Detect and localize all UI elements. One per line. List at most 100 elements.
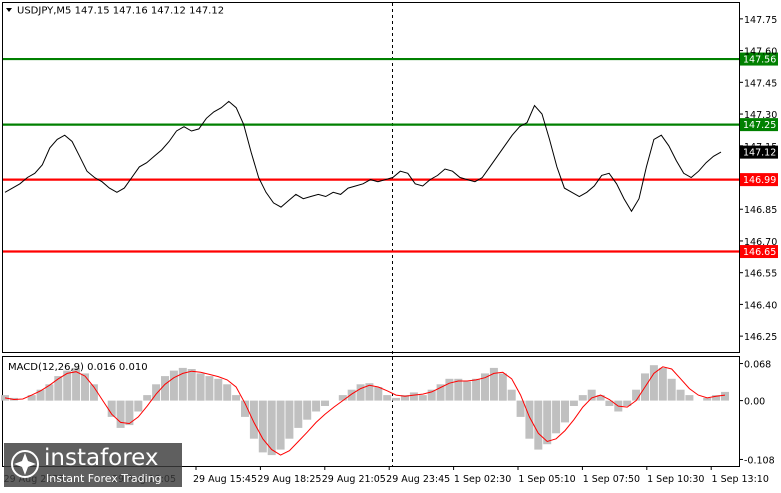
price-axis: 147.75147.60147.45147.30147.15146.85146.… [739, 15, 778, 343]
time-axis-label: 1 Sep 10:30 [647, 474, 704, 485]
macd-histogram-bar [152, 384, 161, 401]
macd-histogram-bar [401, 395, 409, 401]
macd-histogram-bar [81, 373, 89, 401]
symbol-menu-icon[interactable] [6, 8, 12, 12]
macd-histogram-bar [543, 400, 552, 445]
macd-histogram-bar [489, 367, 498, 401]
macd-histogram-bar [1, 395, 9, 401]
macd-histogram-bar [472, 378, 481, 401]
price-panel-frame [2, 2, 740, 353]
macd-histogram-bar [258, 400, 267, 453]
price-axis-tick-label: 146.70 [744, 237, 777, 248]
macd-histogram-bar [125, 400, 134, 426]
macd-histogram-bar [63, 370, 72, 401]
price-series [4, 100, 722, 213]
macd-histogram-bar [623, 400, 632, 406]
macd-histogram-bar [632, 389, 641, 401]
macd-histogram-bar [578, 395, 587, 401]
macd-histogram-bar [27, 395, 36, 401]
macd-histogram-bar [338, 395, 347, 401]
time-axis-label: 1 Sep 07:50 [583, 474, 640, 485]
macd-histogram-bar [685, 395, 694, 401]
macd-histogram-bar [89, 384, 98, 401]
level-price-label: 146.99 [743, 175, 776, 186]
macd-series [1, 365, 729, 456]
price-axis-tick-label: 147.45 [744, 78, 777, 89]
price-line [4, 100, 722, 213]
level-price-tag [740, 245, 778, 259]
level-price-tag [740, 173, 778, 187]
macd-histogram-bar [561, 400, 569, 423]
macd-histogram-bar [712, 395, 721, 401]
level-price-label: 147.25 [743, 120, 776, 131]
macd-histogram-bar [516, 400, 525, 417]
macd-histogram-bar [205, 376, 214, 401]
macd-histogram-bar [383, 395, 392, 401]
price-axis-tick-label: 146.25 [744, 332, 777, 343]
macd-histogram-bar [321, 400, 329, 406]
macd-histogram-bar [169, 370, 178, 401]
macd-histogram-bar [409, 392, 418, 401]
macd-histogram-bar [436, 384, 445, 401]
macd-histogram-bar [596, 395, 605, 401]
macd-histogram-bar [285, 400, 294, 439]
macd-histogram-bar [178, 367, 187, 401]
macd-histogram-bar [374, 387, 383, 401]
macd-histogram-bar [676, 389, 685, 401]
macd-histogram-bar [667, 378, 676, 401]
macd-histogram-bar [498, 373, 507, 401]
instaforex-logo-icon [11, 450, 39, 478]
macd-histogram-bar [427, 389, 436, 401]
time-axis-label: 29 Aug 23:45 [386, 474, 450, 485]
macd-histogram-bar [143, 395, 152, 401]
macd-histogram-bar [525, 400, 534, 439]
macd-histogram-bar [463, 381, 472, 401]
macd-histogram-bar [552, 400, 561, 434]
macd-histogram-bar [294, 400, 303, 428]
macd-histogram-bar [507, 389, 516, 401]
macd-histogram-bar [196, 373, 205, 401]
macd-histogram-bar [134, 400, 143, 412]
time-axis-label: 29 Aug 18:25 [257, 474, 321, 485]
macd-histogram-bar [249, 400, 258, 439]
macd-histogram-bar [481, 373, 489, 401]
macd-histogram-bar [356, 384, 365, 401]
time-axis-label: 1 Sep 05:10 [518, 474, 575, 485]
macd-histogram-bar [276, 400, 285, 450]
macd-histogram-bar [267, 400, 276, 456]
price-axis-tick-label: 146.55 [744, 269, 777, 280]
macd-axis-tick-label: 0.068 [744, 360, 771, 371]
macd-axis: 0.068 0.00 -0.108 [739, 360, 775, 466]
macd-histogram-bar [454, 378, 463, 401]
macd-histogram-bar [721, 391, 729, 401]
macd-histogram-bar [303, 400, 312, 420]
macd-histogram-bar [703, 397, 712, 401]
macd-histogram-bar [605, 400, 614, 406]
macd-histogram-bar [45, 384, 54, 401]
macd-histogram-bar [36, 389, 45, 401]
watermark-tagline: Instant Forex Trading [46, 472, 162, 485]
macd-histogram-bar [445, 378, 454, 401]
macd-axis-tick-label: -0.108 [744, 455, 775, 466]
macd-panel-header: MACD(12,26,9) 0.016 0.010 [8, 362, 148, 373]
current-price-tag [740, 145, 778, 159]
macd-histogram-bar [392, 397, 401, 401]
macd-histogram-bar [649, 365, 658, 401]
macd-histogram-bar [658, 367, 667, 401]
time-axis-label: 29 Aug 15:45 [193, 474, 257, 485]
level-price-tag [740, 52, 778, 66]
macd-histogram-bar [569, 400, 578, 406]
level-price-label: 146.65 [743, 247, 776, 258]
macd-histogram-bar [418, 395, 427, 401]
macd-axis-tick-label: 0.00 [744, 397, 765, 408]
macd-histogram-bar [587, 389, 596, 401]
macd-histogram-bar [187, 369, 196, 401]
instaforex-watermark: instaforex Instant Forex Trading [4, 443, 182, 487]
macd-histogram-bar [347, 389, 356, 401]
level-price-tag [740, 118, 778, 132]
macd-histogram-bar [161, 376, 169, 401]
time-axis-label: 29 Aug 21:05 [322, 474, 386, 485]
level-price-label: 147.56 [743, 55, 776, 66]
